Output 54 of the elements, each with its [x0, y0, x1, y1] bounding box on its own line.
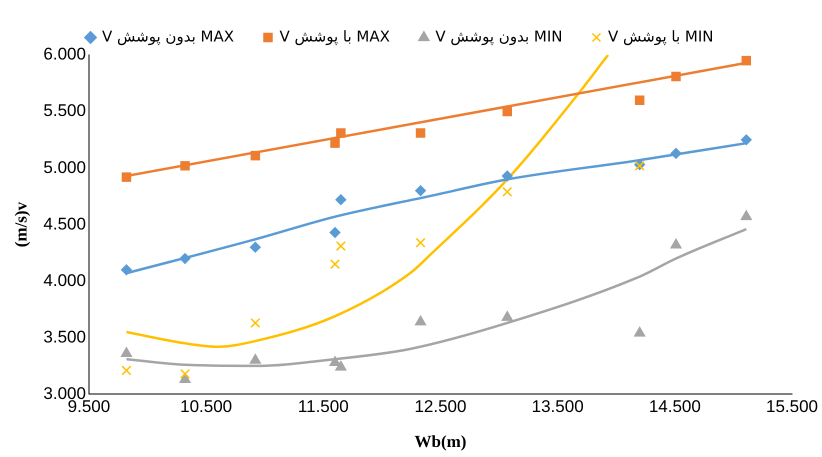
- point: [670, 148, 682, 159]
- point: [670, 238, 682, 248]
- y-tick-label: 3.500: [43, 327, 86, 346]
- y-tick-label: 6.000: [43, 44, 86, 64]
- point: [335, 360, 347, 371]
- y-tick-label: 4.500: [43, 214, 86, 234]
- point: [250, 150, 260, 160]
- point: [180, 253, 191, 264]
- point: [416, 128, 426, 138]
- x-tick-label: 14.500: [648, 397, 701, 416]
- point: [330, 259, 340, 270]
- x-tick-label: 15.500: [766, 397, 818, 416]
- y-axis-title: (m/s)v: [12, 201, 31, 248]
- point: [330, 227, 341, 238]
- x-axis-title: Wb(m): [414, 432, 466, 452]
- legend-label: V با پوشش MIN: [608, 27, 714, 46]
- legend-label: V بدون پوشش MAX: [102, 27, 234, 46]
- point: [250, 242, 261, 253]
- y-tick-label: 4.000: [43, 270, 86, 290]
- point: [250, 318, 260, 328]
- point: [502, 310, 513, 321]
- point: [502, 106, 512, 116]
- point: [502, 186, 512, 197]
- point: [122, 172, 132, 182]
- point: [335, 194, 346, 206]
- point: [250, 354, 262, 364]
- point: [329, 356, 341, 366]
- line-series: [125, 55, 610, 348]
- point: [740, 210, 752, 220]
- point: [415, 185, 426, 196]
- legend-label: V بدون پوشش MIN: [435, 27, 562, 46]
- x-tick-label: 13.500: [532, 397, 584, 416]
- point: [634, 95, 644, 105]
- point: [416, 238, 426, 248]
- point: [336, 241, 346, 252]
- point: [330, 138, 340, 148]
- y-tick-label: 5.000: [43, 158, 86, 177]
- point: [634, 326, 646, 337]
- point: [336, 128, 346, 138]
- x-tick-label: 10.500: [180, 397, 232, 416]
- point: [742, 56, 752, 66]
- point: [740, 134, 752, 146]
- point: [180, 368, 190, 379]
- point: [414, 315, 426, 326]
- x-tick-label: 12.500: [414, 397, 466, 416]
- point: [120, 264, 132, 276]
- x-tick-label: 11.500: [298, 397, 349, 416]
- point: [671, 72, 681, 82]
- point: [180, 161, 190, 171]
- legend-label: V با پوشش MAX: [279, 27, 390, 46]
- point: [120, 346, 132, 357]
- point: [502, 170, 513, 182]
- y-tick-label: 5.500: [43, 101, 86, 120]
- point: [121, 365, 132, 376]
